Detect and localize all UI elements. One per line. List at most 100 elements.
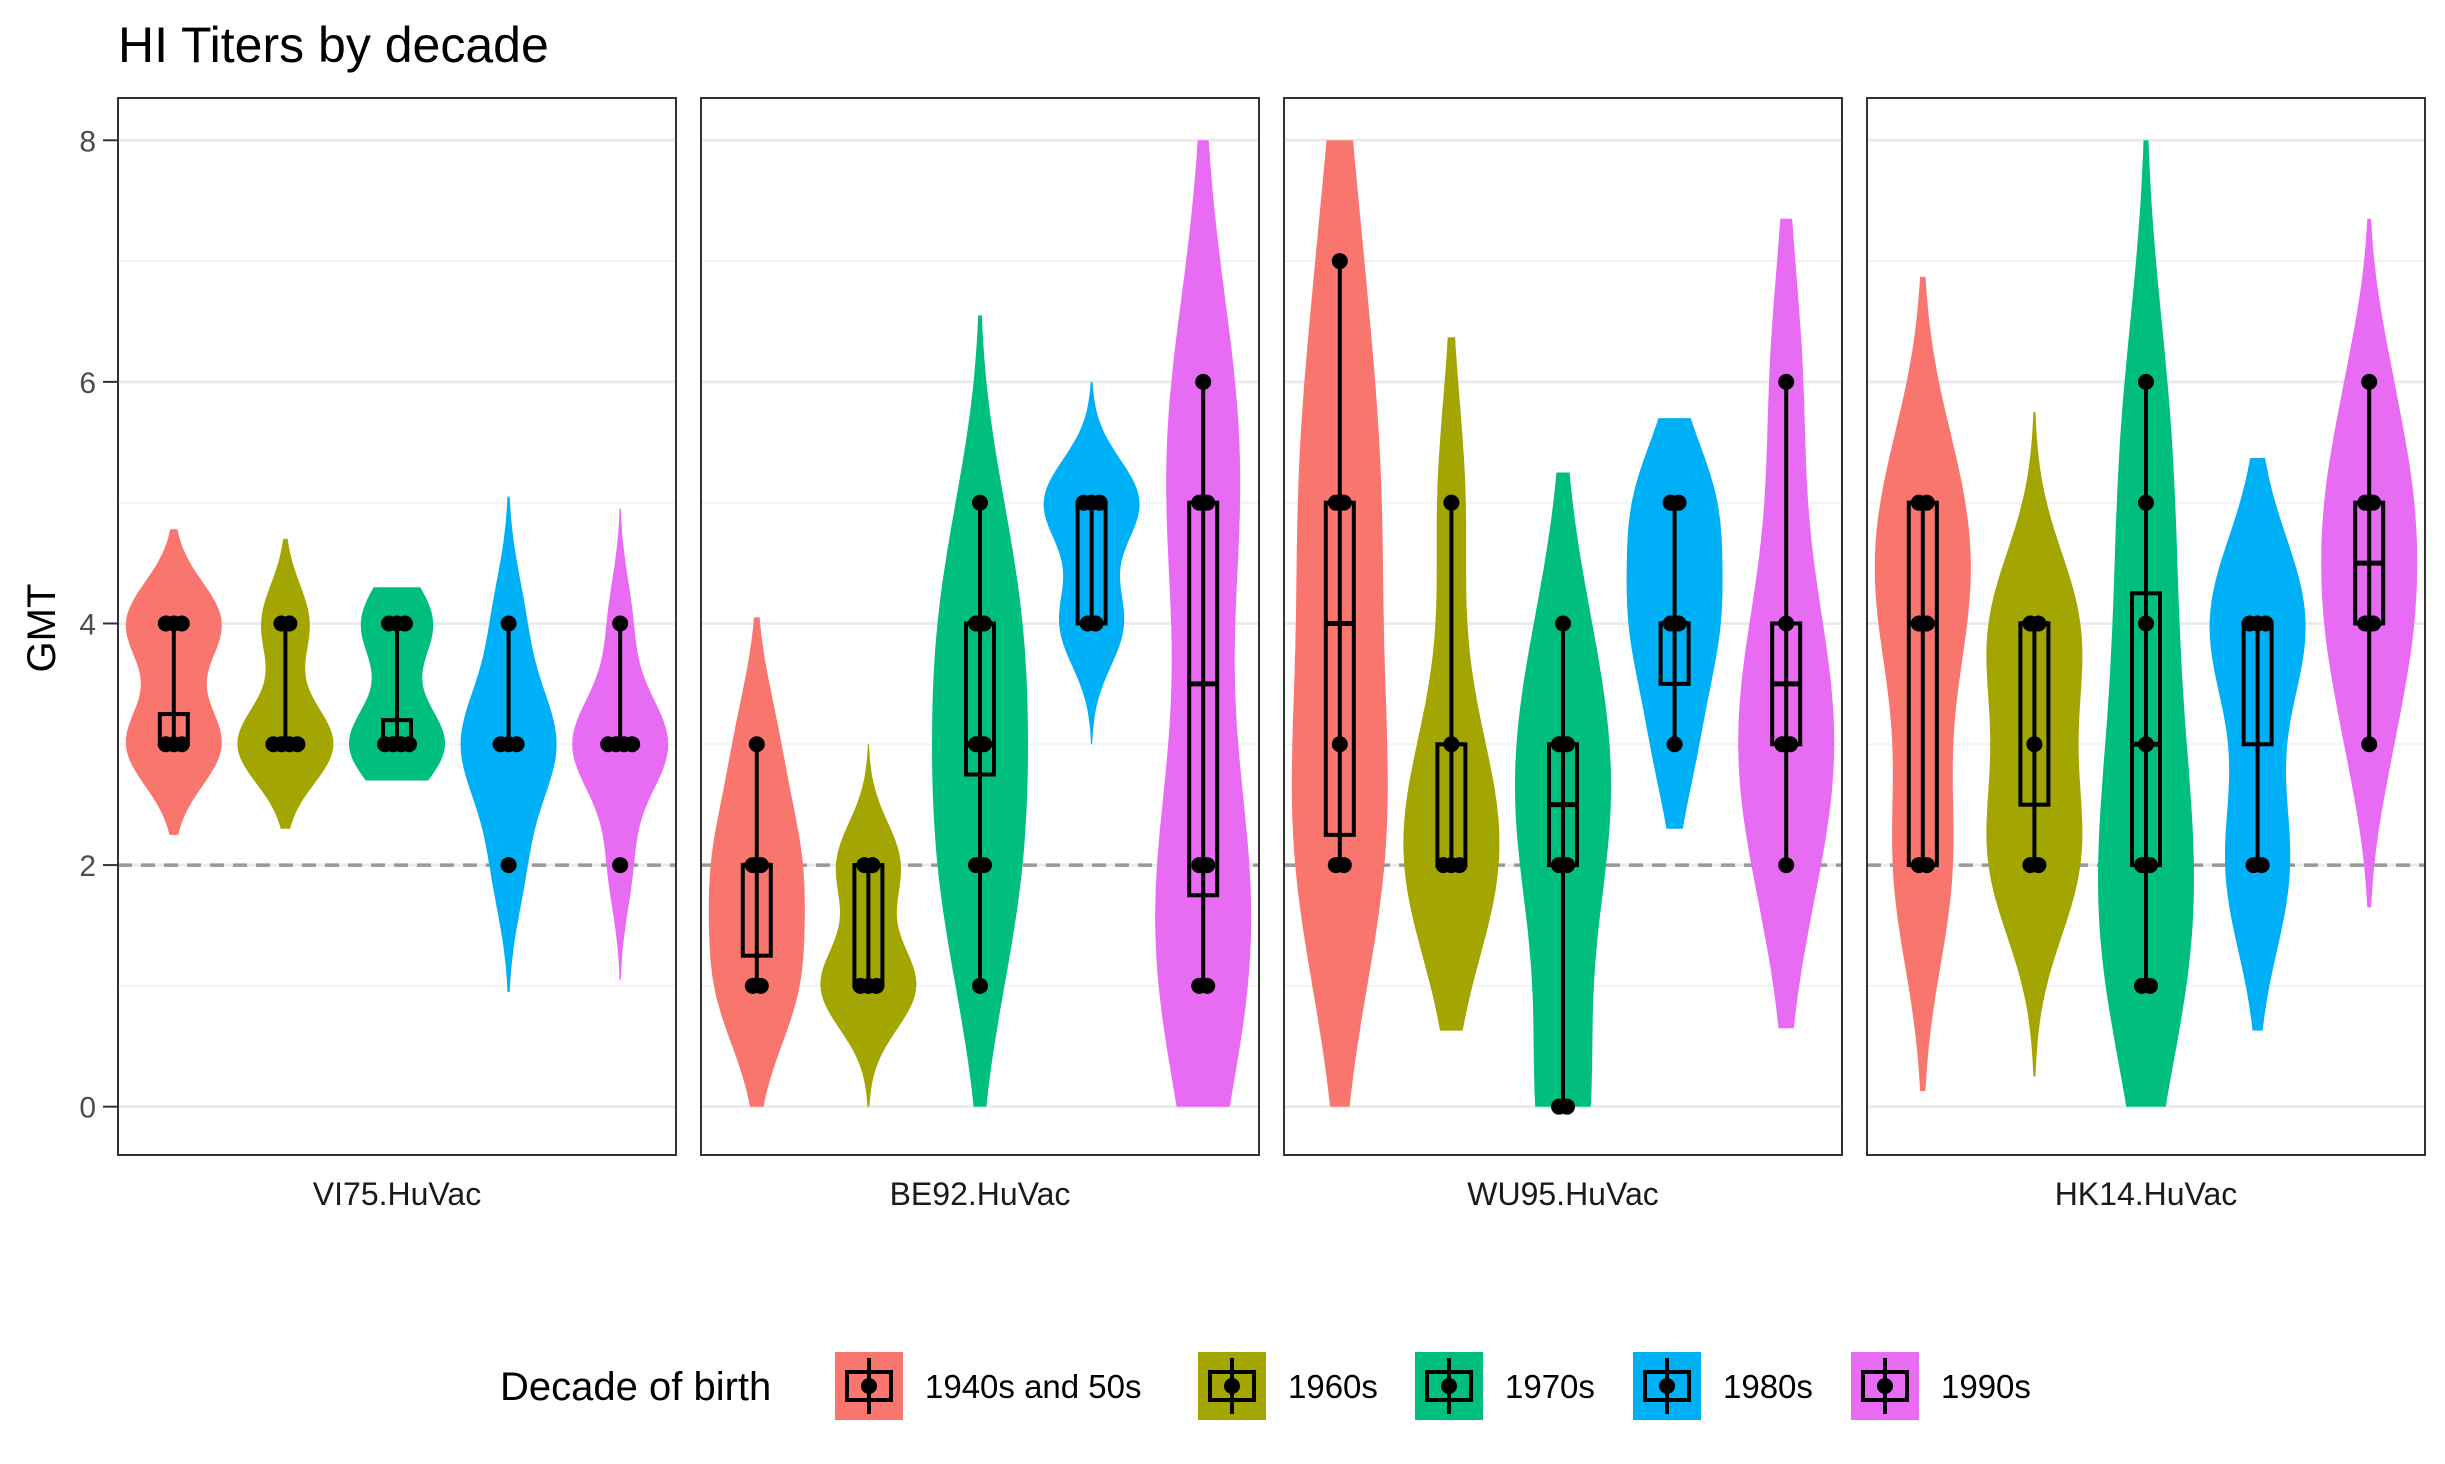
legend-key-point (861, 1378, 877, 1394)
data-point (624, 736, 641, 753)
legend-key-box (1643, 1370, 1691, 1402)
data-point (1091, 494, 1108, 511)
data-point (1451, 857, 1468, 874)
data-point (2365, 494, 2382, 511)
legend-key-point (1441, 1378, 1457, 1394)
data-point (2138, 615, 2154, 632)
data-point (1670, 615, 1687, 632)
legend-key-box (1861, 1370, 1909, 1402)
data-point (1918, 615, 1935, 632)
group-1940s-and-50s (1874, 276, 1971, 1091)
data-point (1559, 857, 1575, 874)
data-point (972, 494, 988, 511)
data-point (1666, 736, 1683, 753)
data-point (1559, 736, 1575, 753)
group-1990s (2321, 218, 2418, 908)
legend-key-point (1659, 1378, 1675, 1394)
data-point (976, 736, 992, 753)
legend-key-box (1425, 1370, 1473, 1402)
data-point (748, 736, 765, 753)
data-point (1782, 736, 1799, 753)
data-point (972, 977, 988, 994)
data-point (1670, 494, 1687, 511)
data-point (2138, 736, 2154, 753)
legend-items: 1940s and 50s 1960s 1970s 1980s 1990s (835, 1352, 2031, 1420)
group-1970s (2098, 140, 2194, 1107)
group-1940s-and-50s (125, 529, 222, 835)
facet-label: HK14.HuVac (2055, 1176, 2238, 1212)
legend-key-box (845, 1370, 893, 1402)
group-1980s (460, 496, 557, 992)
legend-key-point (1877, 1378, 1893, 1394)
data-point (868, 977, 885, 994)
data-point (976, 857, 992, 874)
legend-item: 1980s (1633, 1352, 1813, 1420)
data-point (752, 857, 769, 874)
group-1970s (349, 587, 445, 781)
data-point (1087, 615, 1104, 632)
group-1980s (1626, 418, 1723, 829)
group-1960s (237, 538, 334, 829)
legend: Decade of birth 1940s and 50s 1960s 1970s 1… (500, 1352, 2031, 1420)
facet-panel-HK14.HuVac: HK14.HuVac (1866, 97, 2426, 1212)
group-1990s (1738, 218, 1835, 1029)
data-point (612, 615, 629, 632)
legend-item: 1970s (1415, 1352, 1595, 1420)
data-point (173, 615, 190, 632)
group-1960s (820, 744, 917, 1107)
data-point (1918, 857, 1935, 874)
data-point (1199, 857, 1216, 874)
data-point (1918, 494, 1935, 511)
panel-border (117, 97, 677, 1156)
data-point (401, 736, 417, 753)
legend-label: 1940s and 50s (925, 1368, 1142, 1405)
data-point (2030, 857, 2047, 874)
group-1970s (1515, 472, 1611, 1115)
legend-item: 1990s (1851, 1352, 2031, 1420)
group-1960s (1403, 337, 1500, 1031)
data-point (2142, 977, 2158, 994)
y-axis-label: GMT (20, 584, 64, 673)
panel-border (1866, 97, 2426, 1156)
data-point (1778, 615, 1795, 632)
y-tick-label: 2 (79, 850, 96, 883)
group-1980s (1043, 381, 1140, 745)
data-point (1778, 373, 1795, 390)
y-tick-label: 0 (79, 1092, 96, 1125)
facet-label: BE92.HuVac (890, 1176, 1071, 1212)
data-point (1559, 1098, 1575, 1115)
facet-panel-VI75.HuVac: VI75.HuVac (117, 97, 677, 1212)
data-point (1199, 494, 1216, 511)
data-point (2361, 736, 2378, 753)
data-point (1331, 736, 1348, 753)
data-point (1195, 373, 1212, 390)
data-point (2365, 615, 2382, 632)
data-point (2138, 373, 2154, 390)
panel-border (700, 97, 1260, 1156)
legend-key-point (1224, 1378, 1240, 1394)
group-1990s (572, 508, 669, 980)
legend-item: 1960s (1198, 1352, 1378, 1420)
group-1940s-and-50s (708, 617, 805, 1107)
y-tick-label: 4 (79, 608, 96, 641)
facet-panel-BE92.HuVac: BE92.HuVac (700, 97, 1260, 1212)
data-point (289, 736, 306, 753)
data-point (173, 736, 190, 753)
panel-border (1283, 97, 1843, 1156)
data-point (281, 615, 298, 632)
data-point (752, 977, 769, 994)
data-point (2361, 373, 2378, 390)
chart-title: HI Titers by decade (118, 17, 549, 73)
y-tick-label: 8 (79, 125, 96, 158)
group-1940s-and-50s (1291, 140, 1388, 1107)
data-point (2142, 857, 2158, 874)
group-1990s (1155, 140, 1252, 1107)
group-1960s (1986, 412, 2083, 1077)
data-point (976, 615, 992, 632)
legend-label: 1980s (1723, 1368, 1813, 1405)
legend-key-box (1208, 1370, 1256, 1402)
data-point (1331, 253, 1348, 270)
data-point (1335, 494, 1352, 511)
facet-panel-WU95.HuVac: WU95.HuVac (1283, 97, 1843, 1212)
